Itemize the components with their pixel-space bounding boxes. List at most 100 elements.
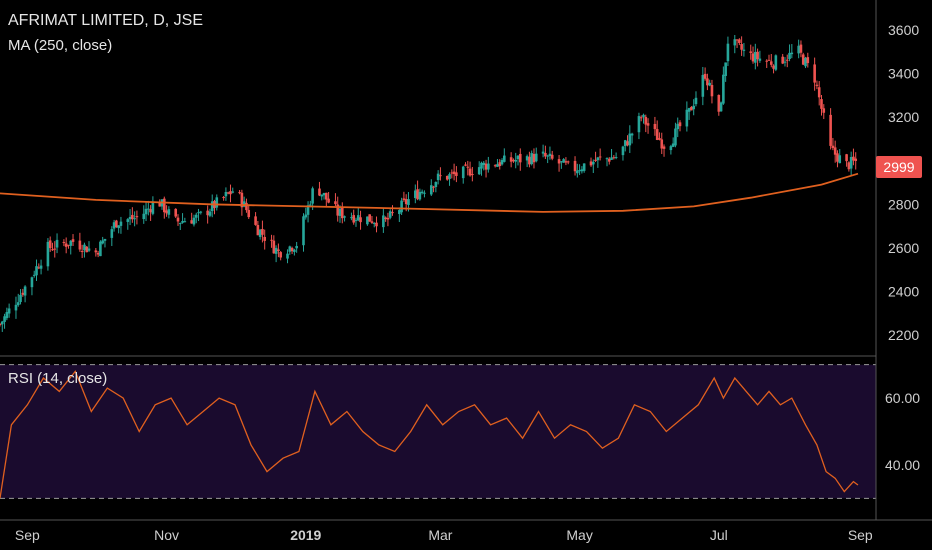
candle-body: [128, 216, 132, 220]
candle-body: [62, 241, 66, 243]
candle-body: [110, 229, 114, 238]
candle-body: [781, 56, 784, 64]
candle-body: [340, 207, 344, 219]
candle-body: [231, 191, 235, 193]
candle-body: [194, 214, 198, 218]
candle-body: [133, 218, 136, 220]
candle-body: [758, 58, 762, 61]
candle-body: [432, 186, 435, 188]
candle-body: [482, 162, 486, 166]
candle-body: [55, 239, 59, 248]
candle-body: [436, 173, 440, 181]
time-tick-label: Nov: [154, 527, 179, 543]
candle-body: [655, 129, 659, 140]
symbol-title[interactable]: AFRIMAT LIMITED, D, JSE: [8, 12, 203, 29]
candle-body: [546, 155, 549, 157]
candle-body: [240, 192, 244, 208]
candle-body: [726, 43, 730, 62]
candle-body: [30, 277, 34, 288]
candle-body: [398, 210, 401, 214]
candle-body: [623, 140, 627, 147]
price-tick-label: 2200: [888, 327, 919, 343]
candle-body: [327, 198, 330, 203]
candle-body: [112, 222, 116, 229]
candle-body: [450, 172, 454, 174]
candle-body: [338, 208, 342, 216]
candle-body: [644, 116, 648, 125]
candle-body: [598, 156, 602, 158]
candle-body: [637, 116, 641, 133]
candle-body: [614, 157, 618, 159]
candle-body: [224, 191, 228, 197]
rsi-legend[interactable]: RSI (14, close): [8, 370, 108, 387]
candle-body: [464, 164, 467, 166]
candle-body: [206, 210, 209, 216]
candle-body: [23, 286, 27, 296]
ma-legend[interactable]: MA (250, close): [8, 37, 113, 54]
candle-body: [354, 219, 358, 221]
candle-body: [560, 161, 563, 163]
candle-body: [0, 323, 2, 325]
candle-body: [325, 192, 328, 200]
candle-body: [710, 84, 714, 97]
candle-body: [94, 250, 98, 253]
candle-body: [630, 133, 634, 136]
candle-body: [261, 228, 264, 235]
candle-body: [404, 199, 408, 205]
rsi-axis[interactable]: 40.00 60.00: [885, 390, 920, 473]
candle-body: [518, 153, 522, 163]
candle-body: [854, 158, 858, 161]
time-tick-label: May: [566, 527, 592, 543]
candle-body: [158, 202, 162, 207]
candle-body: [487, 163, 490, 170]
candle-body: [706, 78, 709, 86]
candle-body: [51, 249, 54, 251]
candle-body: [589, 161, 593, 166]
candle-body: [605, 158, 609, 160]
candle-body: [290, 247, 294, 252]
candle-body: [210, 201, 214, 212]
candle-body: [765, 60, 769, 62]
candle-body: [400, 200, 403, 213]
candle-body: [785, 59, 789, 61]
candle-body: [849, 156, 853, 169]
candle-body: [388, 211, 392, 218]
candle-body: [119, 221, 123, 226]
candle-body: [274, 247, 278, 254]
time-tick-label: Sep: [15, 527, 40, 543]
price-tick-label: 3200: [888, 109, 919, 125]
time-axis[interactable]: Sep Nov 2019 Mar May Jul Sep: [15, 527, 873, 543]
candle-body: [503, 155, 506, 162]
candle-body: [445, 175, 449, 180]
candle-body: [514, 159, 518, 162]
candle-body: [416, 189, 419, 200]
candle-body: [703, 73, 707, 79]
candle-body: [197, 212, 200, 214]
candle-body: [270, 239, 273, 241]
rsi-line: [0, 370, 859, 499]
candle-body: [254, 216, 257, 225]
candle-body: [591, 161, 595, 165]
candle-body: [78, 240, 82, 250]
candle-body: [19, 294, 22, 302]
candle-body: [256, 224, 260, 236]
candle-body: [302, 216, 305, 246]
candle-body: [343, 216, 346, 218]
candle-body: [692, 105, 696, 110]
candle-body: [48, 240, 52, 249]
candle-body: [352, 215, 355, 223]
candle-body: [596, 157, 600, 161]
candle-body: [165, 210, 168, 214]
candle-body: [101, 240, 104, 244]
candle-body: [258, 229, 262, 237]
candle-body: [80, 251, 84, 253]
candle-body: [293, 249, 296, 252]
candle-body: [448, 174, 451, 179]
candle-body: [320, 194, 324, 197]
candle-body: [466, 166, 470, 168]
candle-body: [836, 153, 839, 162]
candle-body: [85, 246, 89, 253]
candle-body: [64, 243, 68, 247]
candle-body: [407, 199, 410, 205]
